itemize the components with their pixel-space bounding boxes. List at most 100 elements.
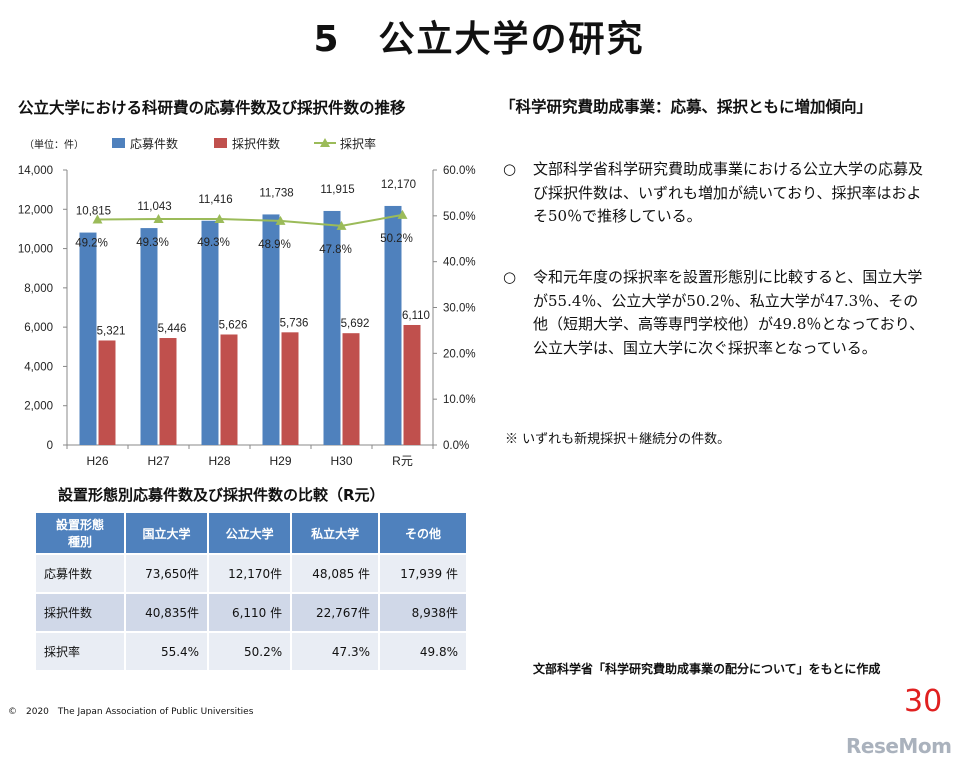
bar-applications [323,210,341,445]
bar-adoptions-label: 5,446 [158,323,187,335]
bullet-circle-icon: ○ [503,268,517,286]
bar-adoptions [342,333,360,445]
table-cell: 40,835件 [123,592,210,633]
table-cell: 6,110 件 [207,592,293,633]
rate-label: 49.3% [197,237,230,249]
page-number: 30 [904,684,943,719]
x-tick-label: H30 [330,454,352,468]
y-left-tick-label: 4,000 [24,361,53,373]
y-right-tick-label: 20.0% [443,348,476,360]
table-header-type: 設置形態 種別 [34,511,126,555]
bar-adoptions-label: 5,321 [97,325,126,337]
table-cell: 8,938件 [378,592,468,633]
bar-applications-label: 11,043 [137,201,171,213]
x-tick-label: H27 [147,454,169,468]
rate-label: 48.9% [258,239,291,251]
bar-adoptions [98,340,116,445]
row-label: 採択件数 [34,592,126,633]
bar-applications-label: 11,738 [259,187,293,199]
rate-point [153,214,164,224]
bar-adoptions [403,324,421,445]
rate-point [92,214,103,224]
table-cell: 17,939 件 [378,553,468,594]
table-cell: 49.8% [378,631,468,672]
y-left-tick-label: 0 [47,440,53,452]
y-left-tick-label: 10,000 [18,244,53,256]
rate-point [275,215,286,225]
bar-adoptions [281,332,299,445]
summary-bullet: ○ 令和元年度の採択率を設置形態別に比較すると、国立大学が55.4％、公立大学が… [503,266,933,360]
bar-adoptions [220,334,238,445]
summary-bullet: ○ 文部科学省科学研究費助成事業における公立大学の応募及び採択件数は、いずれも増… [503,158,933,229]
bar-applications-label: 12,170 [381,179,416,191]
bar-applications [384,205,402,445]
legend-label: 採択件数 [232,136,280,151]
rate-point [397,209,408,219]
y-left-tick-label: 12,000 [18,204,53,216]
bar-adoptions-label: 5,736 [280,317,309,329]
bar-applications-label: 10,815 [76,206,111,218]
bar-applications [79,232,97,445]
rate-point [214,214,225,224]
bar-applications-label: 11,915 [320,184,354,196]
bullet-text: 文部科学省科学研究費助成事業における公立大学の応募及び採択件数は、いずれも増加が… [533,160,924,225]
table-row: 応募件数 73,650件 12,170件 48,085 件 17,939 件 [34,553,468,594]
rate-label: 50.2% [380,233,413,245]
rate-label: 49.2% [75,238,108,250]
y-right-tick-label: 60.0% [443,165,476,177]
table-header-national: 国立大学 [123,511,210,555]
x-tick-label: R元 [392,454,413,468]
y-left-tick-label: 8,000 [24,283,53,295]
table-header-private: 私立大学 [290,511,381,555]
table-header-row: 設置形態 種別 国立大学 公立大学 私立大学 その他 [34,511,468,555]
bar-applications [140,228,158,445]
summary-heading: 「科学研究費助成事業：応募、採択ともに増加傾向」 [500,98,873,116]
resemom-logo: ReseMom [846,734,952,758]
table-cell: 55.4% [123,631,210,672]
x-tick-label: H28 [208,454,230,468]
legend-label: 採択率 [340,136,376,151]
legend-swatch [112,138,125,148]
legend-swatch [214,138,227,148]
y-right-tick-label: 0.0% [443,440,469,452]
table-header-public: 公立大学 [207,511,293,555]
bullet-circle-icon: ○ [503,160,517,178]
table-cell: 22,767件 [290,592,381,633]
legend-marker [320,138,330,147]
copyright: © 2020 The Japan Association of Public U… [8,707,254,717]
y-right-tick-label: 10.0% [443,394,476,406]
unit-label: （単位：件） [24,138,84,151]
row-label: 採択率 [34,631,126,672]
table-header-other: その他 [378,511,468,555]
x-tick-label: H29 [269,454,291,468]
bullet-text: 令和元年度の採択率を設置形態別に比較すると、国立大学が55.4％、公立大学が50… [533,268,925,357]
bar-adoptions-label: 6,110 [402,310,430,322]
bar-applications [201,220,219,445]
source-note: 文部科学省「科学研究費助成事業の配分について」をもとに作成 [533,662,881,676]
bar-adoptions-label: 5,692 [341,318,370,330]
rate-point [336,220,347,230]
y-left-tick-label: 2,000 [24,401,53,413]
rate-label: 49.3% [136,237,169,249]
x-tick-label: H26 [86,454,108,468]
table-cell: 47.3% [290,631,381,672]
table-header-type-line1: 設置形態 [55,518,104,532]
rate-line [97,213,403,227]
bar-adoptions-label: 5,626 [219,319,248,331]
bar-adoptions [159,338,177,445]
chart-title: 公立大学における科研費の応募件数及び採択件数の推移 [18,99,406,117]
table-header-type-line2: 種別 [67,535,92,549]
table-cell: 73,650件 [123,553,210,594]
table-cell: 48,085 件 [290,553,381,594]
y-left-tick-label: 6,000 [24,322,53,334]
table-title: 設置形態別応募件数及び採択件数の比較（R元） [58,486,385,504]
y-right-tick-label: 40.0% [443,257,476,269]
footnote: ※ いずれも新規採択＋継続分の件数。 [505,432,731,447]
bar-applications [262,214,280,445]
table-row: 採択件数 40,835件 6,110 件 22,767件 8,938件 [34,592,468,633]
rate-label: 47.8% [319,244,352,256]
y-right-tick-label: 50.0% [443,211,476,223]
y-right-tick-label: 30.0% [443,303,476,315]
row-label: 応募件数 [34,553,126,594]
chart: （単位：件） 応募件数 採択件数 採択率 0 2,000 4,000 6,000 8,000 10… [18,136,476,468]
